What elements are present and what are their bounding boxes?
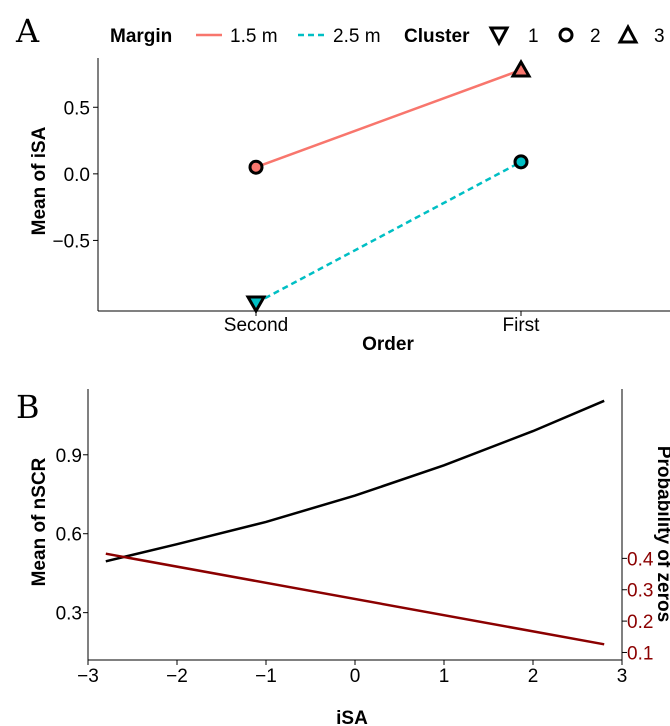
- x-tick-label: −3: [77, 666, 99, 687]
- legend-label-1-5m: 1.5 m: [230, 26, 278, 47]
- data-point-s0-p1: [510, 58, 532, 78]
- panel-a-x-ticks: Second First: [224, 311, 540, 336]
- x-tick-label: −1: [255, 666, 277, 687]
- panel-a-x-label: Order: [362, 334, 414, 355]
- legend-cluster-1-label: 1: [528, 26, 539, 47]
- legend-cluster-2-circle-icon: [558, 27, 574, 43]
- data-point-s0-p0: [248, 159, 264, 175]
- y-tick-label: −0.5: [52, 231, 90, 252]
- series-line-0: [255, 68, 522, 169]
- panel-a-legend: Margin 1.5 m 2.5 m Cluster 1 2 3: [110, 23, 665, 47]
- y-tick-label: 0.0: [64, 165, 90, 186]
- legend-cluster-title: Cluster: [404, 26, 470, 47]
- panel-a-y-label: Mean of iSA: [29, 126, 50, 235]
- x-tick-label: 2: [528, 666, 539, 687]
- series-line-mean-nscr: [105, 399, 605, 563]
- panel-b-label: B: [16, 388, 40, 426]
- panel-b-y2-ticks: 0.1 0.2 0.3 0.4: [622, 549, 654, 664]
- panel-a-label: A: [15, 12, 40, 50]
- y-tick-label: 0.6: [56, 525, 82, 546]
- panel-b-y-ticks: 0.3 0.6 0.9: [56, 446, 88, 625]
- panel-b-x-label: iSA: [336, 708, 368, 726]
- data-point-s1-p1: [513, 154, 529, 170]
- panel-a-y-ticks: 0.5 0.0 −0.5: [52, 98, 98, 252]
- panel-b: B 0.30.60.9 0.10.20.30.4 −3 −2 −1 0 1 2 3 iSA …: [16, 388, 670, 726]
- x-tick-label: 0: [350, 666, 361, 687]
- series-line-probability-zeros: [105, 552, 605, 646]
- x-tick-label: 1: [439, 666, 450, 687]
- panel-b-y2-label: Probability of zeros: [653, 446, 670, 622]
- legend-cluster-3-triangle-up-icon: [617, 23, 639, 44]
- x-tick-label: −2: [166, 666, 188, 687]
- panel-b-series: [105, 399, 605, 646]
- legend-cluster-3-label: 3: [654, 26, 665, 47]
- legend-cluster-1-triangle-down-icon: [488, 26, 510, 47]
- legend-cluster-2-label: 2: [590, 26, 601, 47]
- y-tick-label: 0.3: [56, 604, 82, 625]
- x-tick-label: 3: [617, 666, 628, 687]
- data-point-s1-p0: [245, 295, 267, 315]
- x-tick-label: Second: [224, 315, 288, 336]
- y2-tick-label: 0.3: [627, 581, 653, 602]
- x-tick-label: First: [503, 315, 541, 336]
- panel-b-y-label: Mean of nSCR: [29, 457, 50, 586]
- panel-a-series: [255, 68, 522, 305]
- panel-b-x-ticks: −3 −2 −1 0 1 2 3: [77, 660, 627, 687]
- series-line-1: [255, 160, 522, 305]
- y2-tick-label: 0.1: [627, 643, 653, 664]
- y2-tick-label: 0.2: [627, 612, 653, 633]
- legend-label-2-5m: 2.5 m: [333, 26, 381, 47]
- y-tick-label: 0.9: [56, 446, 82, 467]
- y2-tick-label: 0.4: [627, 549, 654, 570]
- panel-a: A Margin 1.5 m 2.5 m Cluster 1 2 3 0.50.…: [15, 12, 670, 355]
- panel-a-points: [245, 58, 532, 315]
- legend-margin-title: Margin: [110, 26, 172, 47]
- y-tick-label: 0.5: [64, 98, 90, 119]
